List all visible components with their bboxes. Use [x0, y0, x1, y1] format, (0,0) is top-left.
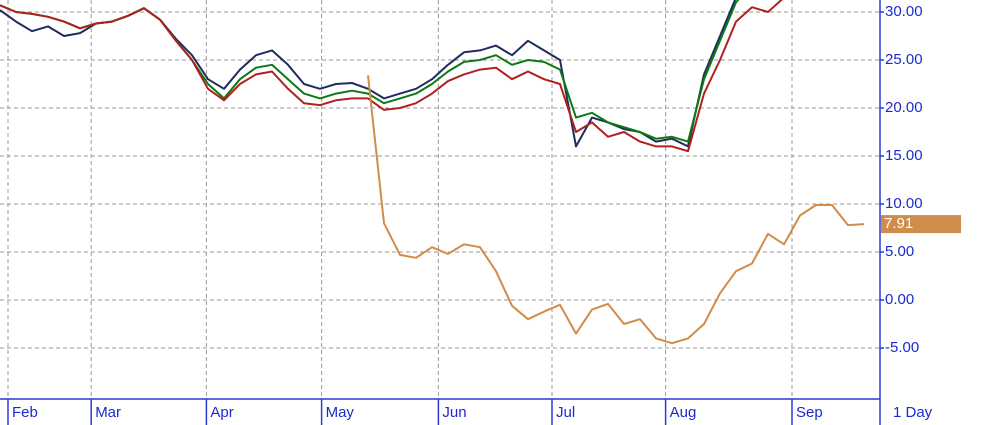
plot-area	[0, 0, 865, 345]
series-line	[0, 0, 740, 143]
y-tick-label: 10.00	[885, 195, 923, 212]
interval-label: 1 Day	[893, 404, 933, 421]
x-tick-label: Feb	[12, 404, 38, 421]
y-tick-label: 15.00	[885, 147, 923, 164]
x-tick-label: Aug	[670, 404, 697, 421]
series-line	[0, 0, 737, 148]
y-tick-label: 25.00	[885, 51, 923, 68]
x-tick-label: Jul	[556, 404, 575, 421]
last-value-label: 7.91	[884, 215, 913, 232]
x-tick-label: Apr	[210, 404, 233, 421]
x-tick-label: Jun	[442, 404, 466, 421]
x-tick-label: Sep	[796, 404, 823, 421]
y-tick-label: -5.00	[885, 339, 919, 356]
x-tick-label: May	[326, 404, 355, 421]
y-tick-label: 20.00	[885, 99, 923, 116]
series-line	[0, 0, 783, 153]
x-tick-label: Mar	[95, 404, 121, 421]
y-tick-label: 5.00	[885, 243, 914, 260]
last-value-box	[881, 215, 961, 234]
labels: 30.00 25.00 20.00 15.00 10.00 5.00 0.00 -5.00 Fe…	[7, 3, 961, 425]
grid	[0, 0, 880, 397]
y-tick-label: 0.00	[885, 291, 914, 308]
series-line	[367, 75, 865, 345]
y-tick-label: 30.00	[885, 3, 923, 20]
